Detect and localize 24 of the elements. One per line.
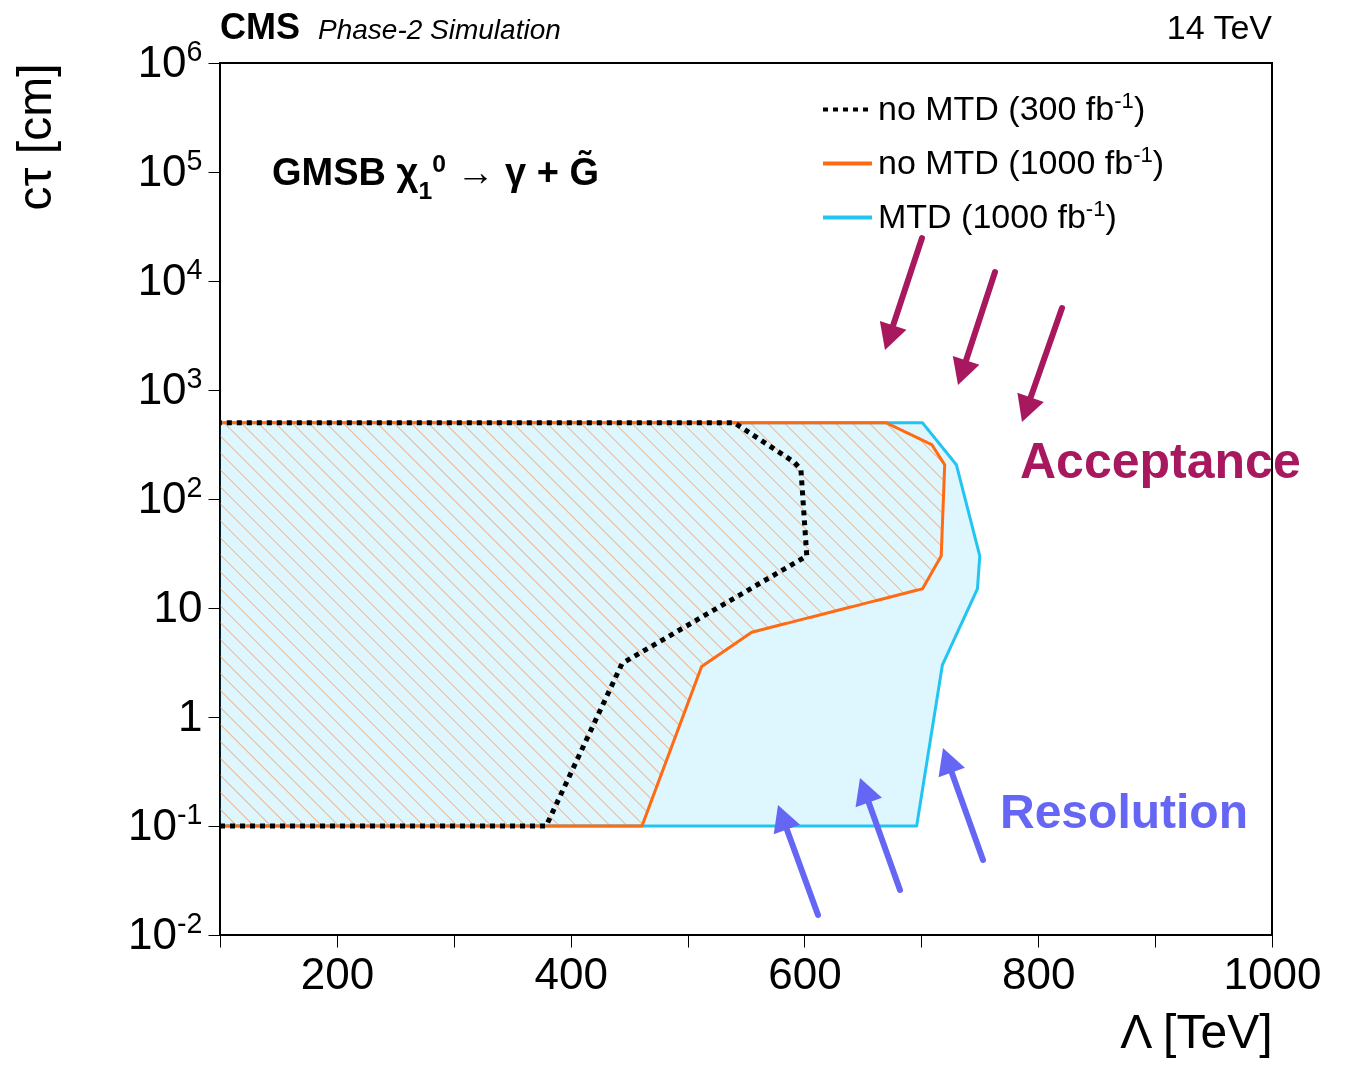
y-tick-label: 10$^{5}$	[137, 143, 203, 195]
y-tick-label: 10$^{-2}$	[128, 906, 203, 958]
legend-label: MTD (1000 fb$^{-1}$)	[878, 195, 1117, 235]
x-tick-label: 200	[300, 948, 375, 998]
y-tick-label: 10$^{3}$	[137, 361, 203, 413]
y-tick-label: 10$^{4}$	[137, 252, 203, 304]
y-axis-title: cτ [cm]	[7, 63, 61, 211]
text: 14 TeV	[1166, 8, 1273, 46]
x-tick-label: 1000	[1223, 948, 1322, 998]
annotation: GMSB χ$_{1}$$^{0}$ → γ + G̃	[272, 149, 600, 204]
y-tick-label: 10$^{-1}$	[128, 797, 203, 849]
y-tick-label: 10$^{2}$	[137, 470, 203, 522]
legend-label: no MTD (300 fb$^{-1}$)	[878, 87, 1146, 127]
x-tick-label: 800	[1002, 948, 1076, 998]
text: no MTD (1000 fb$^{-1}$)	[878, 141, 1165, 181]
annotation: Resolution	[1000, 785, 1248, 838]
x-tick-label: 400	[534, 948, 608, 998]
x-axis-title: Λ [TeV]	[1120, 1004, 1273, 1058]
chart-title: CMS	[220, 6, 300, 47]
y-tick-label: 10	[153, 581, 203, 631]
y-tick-label: 1	[178, 690, 203, 740]
chart-subtitle: Phase-2 Simulation	[318, 14, 561, 45]
y-tick-label: 10$^{6}$	[137, 34, 203, 86]
x-tick-label: 600	[768, 948, 842, 998]
